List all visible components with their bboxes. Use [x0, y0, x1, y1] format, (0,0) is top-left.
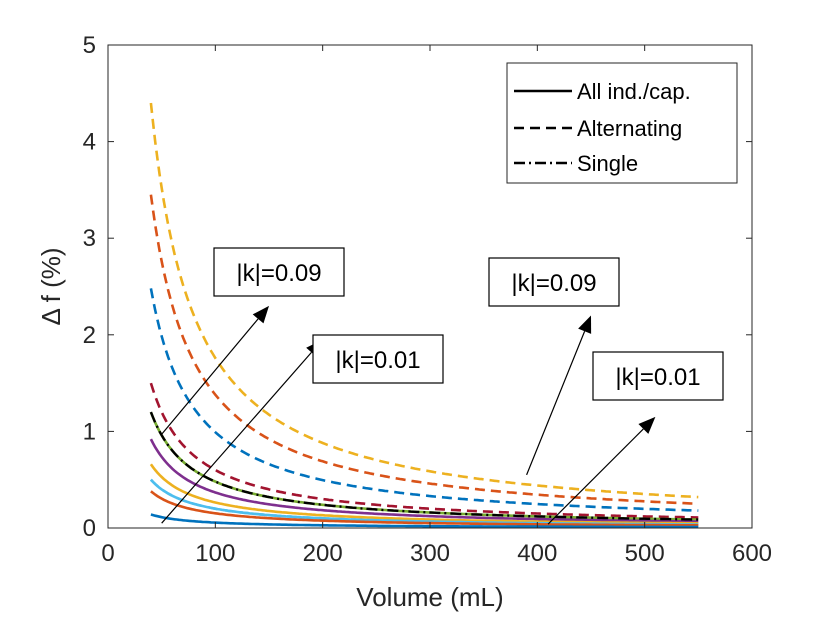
- x-tick-label: 300: [410, 540, 450, 567]
- y-tick-label: 1: [83, 418, 96, 445]
- annotation-label: |k|=0.01: [615, 364, 700, 391]
- annotation-label: |k|=0.01: [335, 347, 420, 374]
- x-axis-title: Volume (mL): [356, 582, 503, 612]
- series-line-10: [150, 490, 699, 527]
- y-tick-label: 2: [83, 322, 96, 349]
- y-tick-label: 5: [83, 32, 96, 59]
- legend-label: Alternating: [577, 116, 682, 141]
- series-line-12: [149, 411, 699, 521]
- legend-label: All ind./cap.: [577, 79, 691, 104]
- annotation-arrowhead: [578, 315, 592, 334]
- annotation-box: [213, 247, 345, 297]
- annotation-layer: |k|=0.09 |k|=0.01 |k|=0.09 |k|=0.01: [161, 247, 724, 525]
- annotation-box: [312, 334, 444, 384]
- legend-entry-3: Single: [514, 151, 638, 176]
- y-axis-title: Δ f (%): [36, 247, 66, 325]
- y-tick-label: 3: [83, 225, 96, 252]
- x-tick-label: 100: [195, 540, 235, 567]
- annotation-2: |k|=0.01: [161, 334, 444, 524]
- annotation-arrow-line: [161, 318, 259, 435]
- legend-entry-2: Alternating: [514, 116, 682, 141]
- annotation-arrow-line: [547, 428, 644, 525]
- annotation-arrowhead: [252, 305, 269, 324]
- series-line-2: [149, 194, 699, 506]
- annotation-3: |k|=0.09: [488, 257, 620, 476]
- x-tick-label: 500: [625, 540, 665, 567]
- legend-label: Single: [577, 151, 638, 176]
- legend-entry-1: All ind./cap.: [514, 79, 691, 104]
- annotation-box: [592, 351, 724, 401]
- annotation-label: |k|=0.09: [511, 270, 596, 297]
- series-line-8: [149, 463, 699, 525]
- annotation-arrow-line: [161, 352, 312, 524]
- series-line-3: [149, 288, 699, 512]
- series-line-7: [149, 438, 699, 523]
- x-tick-label: 200: [303, 540, 343, 567]
- annotation-arrow-line: [526, 331, 586, 476]
- series-line-4: [149, 382, 699, 519]
- x-tick-label: 0: [101, 540, 114, 567]
- annotation-1: |k|=0.09: [161, 247, 345, 435]
- series-line-1: [149, 102, 699, 499]
- x-tick-label: 600: [732, 540, 772, 567]
- annotation-label: |k|=0.09: [236, 260, 321, 287]
- legend: All ind./cap. Alternating Single: [506, 62, 738, 184]
- annotation-box: [488, 257, 620, 307]
- series-layer: [149, 102, 699, 529]
- annotation-4: |k|=0.01: [547, 351, 724, 525]
- ticks-layer: 0 100 200 300 400 500 600 0 1 2 3 4 5: [83, 32, 772, 567]
- annotation-arrowhead: [638, 416, 656, 434]
- series-line-11: [150, 513, 699, 529]
- y-tick-label: 0: [83, 515, 96, 542]
- y-tick-label: 4: [83, 129, 96, 156]
- x-tick-label: 400: [517, 540, 557, 567]
